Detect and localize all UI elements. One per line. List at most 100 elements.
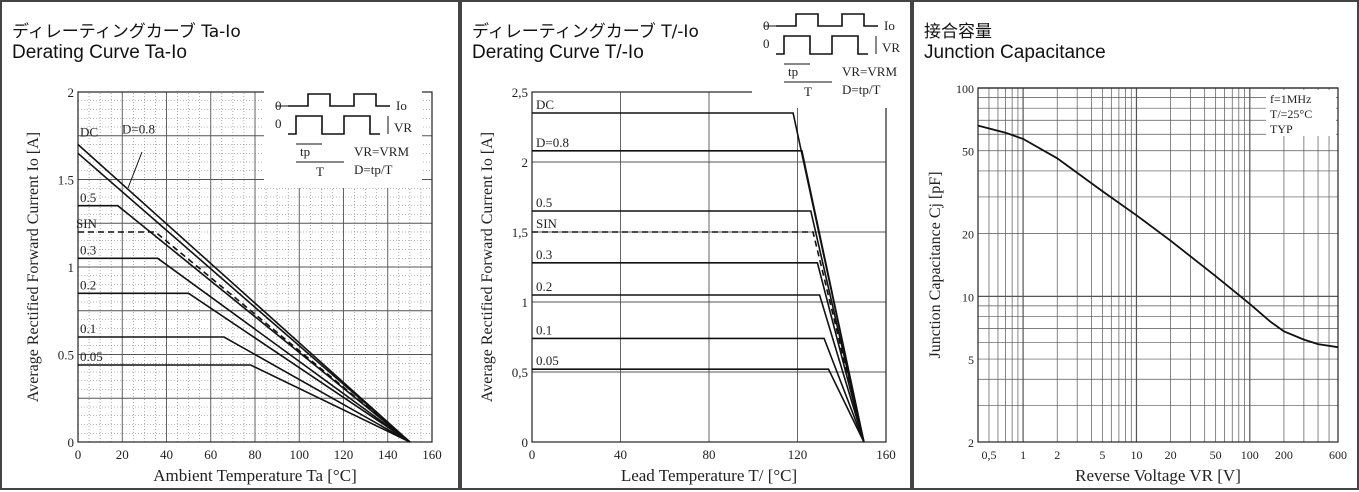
x-tick-label: 20 xyxy=(116,447,129,462)
x-tick-label: 2 xyxy=(1054,448,1060,462)
x-tick-label: 40 xyxy=(160,447,173,462)
panel-title-en: Derating Curve Ta-Io xyxy=(12,42,187,63)
inset-vr-formula: VR=VRM xyxy=(354,144,409,159)
inset-zero-label: 0 xyxy=(763,18,770,33)
inset-zero-label: 0 xyxy=(275,116,282,131)
series-line-d-0-8 xyxy=(77,152,411,443)
series-label: DC xyxy=(80,125,98,140)
x-tick-label: 80 xyxy=(249,447,262,462)
panel-junction-capacitance: 接合容量 Junction Capacitance 0,5 1 2 5 10 20 50 10… xyxy=(912,0,1359,490)
y-tick-label: 10 xyxy=(962,290,974,304)
plot-frame xyxy=(977,87,1339,443)
series-label: 0.1 xyxy=(80,321,96,336)
annotation-text: f=1MHz xyxy=(1270,92,1311,106)
x-tick-label: 0 xyxy=(75,447,82,462)
y-tick-label: 0 xyxy=(522,435,529,450)
panel-title-jp: ディレーティングカーブ Ta-Io xyxy=(12,22,241,42)
series-label: D=0.8 xyxy=(122,121,155,136)
y-tick-label: 0 xyxy=(68,435,75,450)
plot-frame xyxy=(77,91,433,443)
series-label: SIN xyxy=(536,216,558,231)
series-label: SIN xyxy=(76,216,98,231)
x-axis-title: Reverse Voltage VR [V] xyxy=(1075,466,1241,485)
series-line-d-0-8 xyxy=(532,150,865,443)
y-tick-label: 1.5 xyxy=(58,173,74,188)
series-label: 0.05 xyxy=(80,349,103,364)
series-line-sin xyxy=(78,231,411,443)
series-label: DC xyxy=(536,97,554,112)
y-tick-label: 2 xyxy=(968,436,974,450)
series-label: 0.5 xyxy=(536,195,552,210)
series-line-0-2 xyxy=(532,294,865,443)
x-tick-label: 50 xyxy=(1210,448,1222,462)
y-tick-label: 1 xyxy=(522,295,529,310)
inset-vr-label: VR xyxy=(394,120,412,135)
series-line-0-5 xyxy=(532,210,865,443)
x-tick-label: 600 xyxy=(1329,448,1347,462)
x-tick-label: 40 xyxy=(614,447,627,462)
series-label: 0.2 xyxy=(536,279,552,294)
y-axis-title: Average Rectified Forward Current Io [A] xyxy=(479,132,496,402)
plot-frame xyxy=(531,91,887,443)
y-tick-label: 20 xyxy=(962,228,974,242)
series-label: 0.1 xyxy=(536,322,552,337)
x-tick-label: 120 xyxy=(788,447,808,462)
y-tick-label: 1 xyxy=(68,260,75,275)
x-tick-label: 160 xyxy=(876,447,896,462)
panel-title-en: Derating Curve T/-Io xyxy=(472,42,644,63)
chart-derating-tl: 0 40 80 120 160 0 0,5 1 1,5 2 2,5 Lead Temperature … xyxy=(479,6,910,485)
series-line-typ xyxy=(977,124,1339,349)
inset-io-label: Io xyxy=(396,98,407,113)
series-label: 0.05 xyxy=(536,353,559,368)
series-line-0-3 xyxy=(532,262,865,443)
x-tick-label: 100 xyxy=(290,447,310,462)
panel-title-en: Junction Capacitance xyxy=(924,42,1106,63)
series-label: 0.3 xyxy=(536,247,552,262)
series-line-0-05 xyxy=(532,368,865,443)
inset-tp-label: tp xyxy=(300,144,310,159)
inset-tp-label: tp xyxy=(788,64,798,79)
inset-background xyxy=(752,6,910,108)
y-tick-label: 0.5 xyxy=(58,348,74,363)
x-axis-title: Lead Temperature T/ [°C] xyxy=(621,466,797,485)
inset-vr-label: VR xyxy=(882,40,900,55)
x-tick-label: 200 xyxy=(1275,448,1293,462)
x-tick-label: 140 xyxy=(378,447,398,462)
series-line-dc xyxy=(77,143,411,443)
y-tick-label: 1,5 xyxy=(512,225,528,240)
y-tick-label: 100 xyxy=(956,82,974,96)
y-tick-label: 0,5 xyxy=(512,365,528,380)
x-tick-label: 0 xyxy=(529,447,536,462)
series-label: D=0.8 xyxy=(536,135,569,150)
inset-zero-label: 0 xyxy=(275,98,282,113)
series-line-0-1 xyxy=(78,336,411,443)
inset-io-waveform xyxy=(776,13,878,27)
annotation-background xyxy=(1266,90,1336,136)
annotation-text: T/=25°C xyxy=(1270,107,1312,121)
series-line-0-5 xyxy=(78,204,411,443)
inset-d-formula: D=tp/T xyxy=(842,82,880,97)
x-tick-label: 80 xyxy=(703,447,716,462)
inset-vr-waveform xyxy=(288,115,380,135)
annotation-text: TYP xyxy=(1270,122,1293,136)
x-tick-label: 5 xyxy=(1099,448,1105,462)
chart-junction-capacitance: 0,5 1 2 5 10 20 50 100 200 60025102050100Reverse … xyxy=(927,82,1347,485)
panel-title-jp: ディレーティングカーブ T/-Io xyxy=(472,22,699,42)
x-tick-label: 0,5 xyxy=(981,448,996,462)
x-tick-label: 120 xyxy=(334,447,354,462)
y-axis-title: Average Rectified Forward Current Io [A] xyxy=(25,132,42,402)
series-label: 0.2 xyxy=(80,277,96,292)
inset-io-waveform xyxy=(288,93,390,107)
x-axis-title: Ambient Temperature Ta [°C] xyxy=(153,466,356,485)
series-line-0-2 xyxy=(78,292,411,443)
x-tick-label: 20 xyxy=(1165,448,1177,462)
y-tick-label: 2 xyxy=(68,85,75,100)
series-label-pointer xyxy=(127,151,143,189)
y-axis-title: Junction Capacitance Cj [pF] xyxy=(927,171,944,358)
x-tick-label: 60 xyxy=(204,447,217,462)
series-line-0-1 xyxy=(532,337,865,443)
y-tick-label: 5 xyxy=(968,353,974,367)
x-tick-label: 1 xyxy=(1020,448,1026,462)
series-line-0-05 xyxy=(78,364,411,443)
inset-t-label: T xyxy=(316,164,324,179)
